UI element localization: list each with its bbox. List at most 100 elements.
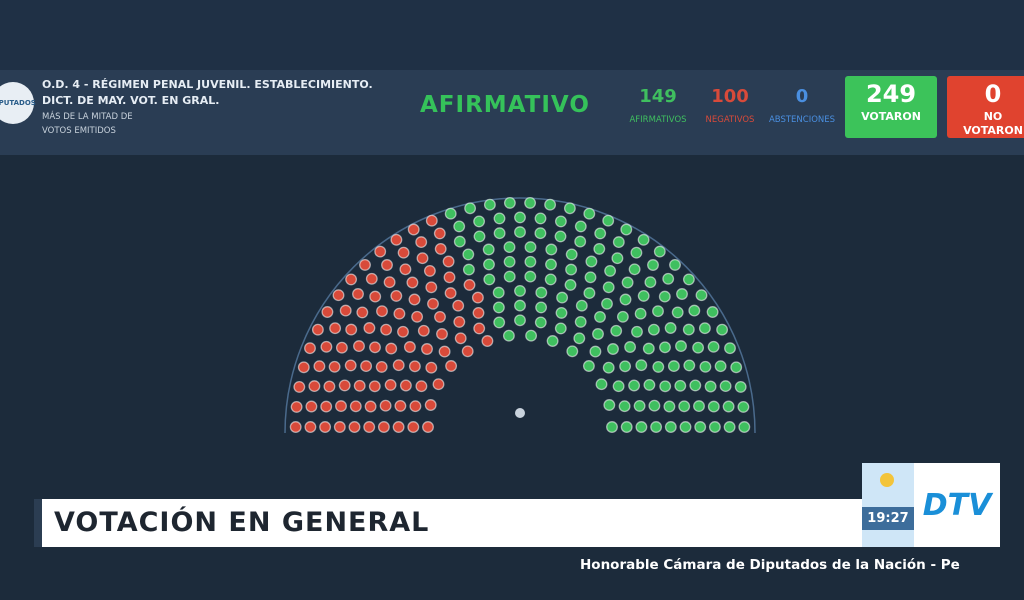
- seat: [652, 360, 665, 373]
- seat: [682, 323, 695, 336]
- seat: [602, 361, 615, 374]
- seat: [293, 380, 306, 393]
- seat: [658, 290, 671, 303]
- hemicycle-outline: [284, 197, 756, 434]
- seat: [425, 361, 438, 374]
- seat: [369, 341, 381, 354]
- seat: [397, 246, 410, 259]
- tally-label: AFIRMATIVOS: [629, 115, 687, 125]
- seat: [329, 322, 342, 335]
- seat: [493, 316, 506, 329]
- clock: 19:27: [862, 507, 914, 530]
- seat: [444, 287, 457, 300]
- president-seat: [515, 408, 525, 418]
- seat: [635, 421, 648, 433]
- seat: [644, 276, 657, 289]
- seat: [676, 288, 688, 300]
- seat: [453, 220, 466, 233]
- seat: [502, 329, 515, 342]
- seat: [363, 322, 376, 334]
- seat: [555, 306, 568, 319]
- logo: DIPUTADOS: [0, 82, 36, 124]
- seat: [380, 323, 393, 336]
- seat: [698, 322, 711, 335]
- seat: [708, 421, 721, 433]
- seat: [493, 212, 506, 225]
- seat: [348, 421, 361, 433]
- seat: [565, 248, 578, 261]
- flag-sun: [880, 473, 894, 487]
- seat: [699, 360, 712, 373]
- seat: [393, 307, 406, 320]
- seat: [427, 297, 439, 310]
- seat: [359, 258, 371, 271]
- seat: [659, 341, 671, 354]
- top-band: [0, 0, 1024, 70]
- seat: [525, 329, 538, 342]
- seat: [601, 297, 613, 310]
- headline: VOTACIÓN EN GENERAL: [54, 507, 430, 538]
- seat: [434, 242, 447, 255]
- seat: [313, 360, 326, 373]
- seat: [603, 399, 616, 411]
- seat: [631, 325, 643, 338]
- seat: [524, 241, 537, 254]
- seat: [399, 379, 412, 392]
- seat: [674, 379, 687, 392]
- seat: [433, 227, 446, 240]
- seat: [738, 421, 751, 433]
- seat: [534, 227, 547, 240]
- seat: [473, 322, 486, 335]
- seat: [407, 421, 420, 433]
- seat: [360, 360, 373, 373]
- seat: [368, 380, 381, 393]
- seat: [397, 325, 409, 338]
- seat: [349, 400, 362, 413]
- total-label: NO VOTARON: [963, 110, 1023, 137]
- seat: [394, 399, 407, 412]
- seat: [403, 341, 416, 353]
- seat: [379, 399, 392, 412]
- seat: [595, 378, 608, 391]
- seat: [375, 360, 388, 373]
- motion-title: O.D. 4 - RÉGIMEN PENAL JUVENIL. ESTABLEC…: [42, 78, 373, 107]
- seat: [422, 421, 434, 433]
- seat: [653, 245, 666, 258]
- total-box: 0 NO VOTARON: [947, 76, 1024, 138]
- seat: [688, 304, 701, 317]
- seat: [297, 361, 310, 374]
- tally-count: 0: [795, 86, 809, 107]
- seat: [472, 306, 485, 319]
- seat: [574, 235, 587, 248]
- seat: [652, 305, 664, 318]
- seat: [417, 324, 430, 337]
- seat: [462, 263, 475, 276]
- seat: [335, 400, 347, 413]
- seat: [377, 421, 390, 433]
- seat: [415, 380, 428, 393]
- seat: [473, 230, 486, 243]
- seat: [524, 255, 537, 268]
- seat: [642, 342, 655, 355]
- seat: [425, 214, 438, 227]
- total-count: 0: [984, 80, 1002, 108]
- seat: [305, 400, 318, 413]
- seat: [624, 341, 637, 353]
- seat: [534, 212, 547, 225]
- seat: [443, 271, 456, 284]
- seat: [320, 400, 333, 413]
- seat: [556, 291, 569, 304]
- seat: [707, 340, 720, 353]
- seat: [492, 301, 505, 314]
- seat: [619, 360, 632, 373]
- seat: [545, 243, 558, 256]
- seat: [602, 281, 615, 294]
- seat: [352, 288, 364, 300]
- seat: [332, 289, 345, 302]
- seat: [444, 207, 457, 220]
- seat: [321, 306, 334, 318]
- seat: [611, 252, 624, 265]
- seat: [592, 328, 604, 340]
- seat: [662, 272, 675, 285]
- seat: [434, 310, 446, 323]
